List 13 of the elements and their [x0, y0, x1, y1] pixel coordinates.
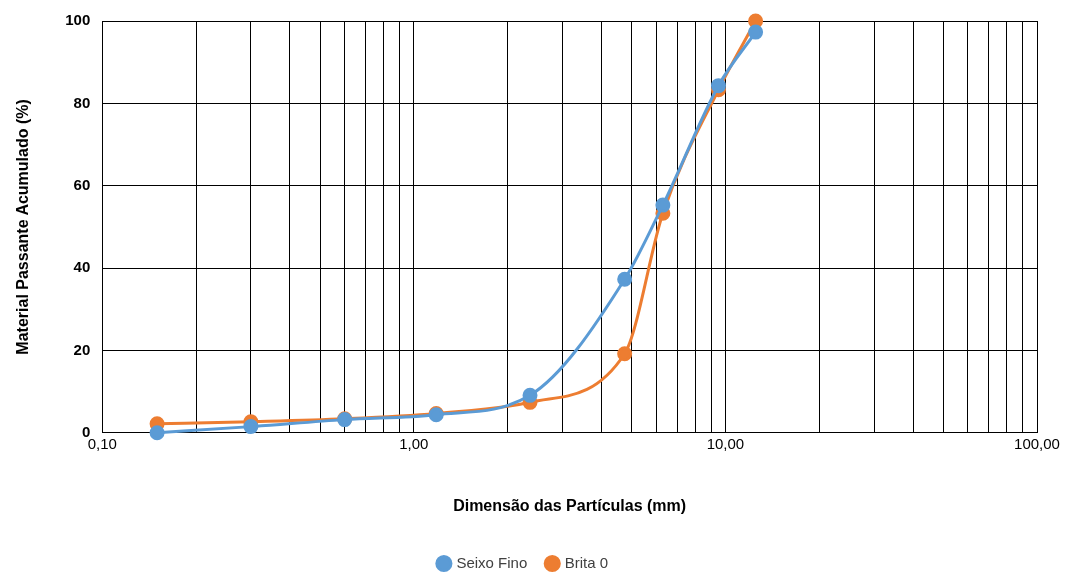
x-tick-label: 100,00: [1014, 434, 1060, 452]
y-tick-label: 100: [65, 11, 91, 29]
legend-label: Seixo Fino: [456, 553, 528, 571]
y-tick-label: 60: [73, 175, 91, 193]
y-tick-label: 20: [73, 340, 91, 358]
y-tick-label: 0: [81, 422, 91, 440]
y-axis-title: Material Passante Acumulado (%): [14, 99, 32, 355]
y-tick-label: 80: [73, 93, 91, 111]
x-tick-label: 1,00: [399, 434, 429, 452]
legend-label: Brita 0: [564, 553, 609, 571]
x-axis-title: Dimensão das Partículas (mm): [453, 496, 687, 514]
x-tick-label: 10,00: [706, 434, 745, 452]
y-tick-label: 40: [73, 258, 91, 276]
